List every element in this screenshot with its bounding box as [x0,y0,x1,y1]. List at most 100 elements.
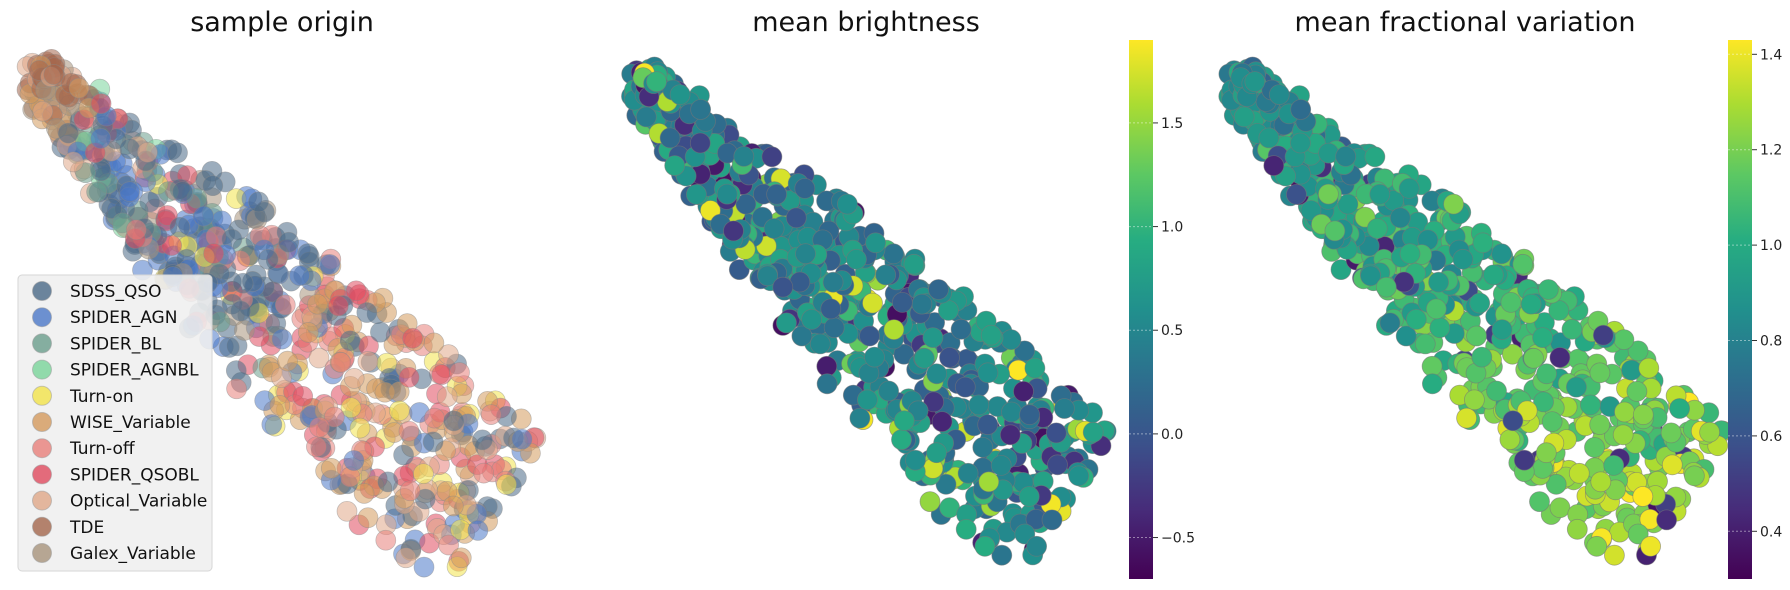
scatter-point [480,404,502,425]
scatter-point [1541,411,1563,433]
scatter-point [791,325,813,347]
scatter-point [1263,155,1285,177]
scatter-point [327,295,349,317]
scatter-point [1082,421,1104,443]
scatter-point [473,462,495,484]
scatter-point [1684,465,1705,487]
scatter-point [1499,429,1521,451]
scatter-point [761,146,783,168]
scatter-point [1244,71,1266,92]
scatter-point [977,414,999,436]
scatter-point [763,218,785,239]
scatter-point [203,243,224,264]
colorbar-tick-label: 0.6 [1760,429,1782,445]
scatter-point [1024,357,1046,379]
scatter-point [1502,410,1524,432]
scatter-point [1568,462,1590,484]
scatter-point [472,429,493,451]
scatter-point [690,99,711,120]
scatter-point [274,294,296,316]
scatter-point [1533,391,1554,413]
scatter-point [1532,327,1553,349]
scatter-point [1395,325,1417,347]
scatter-point [248,191,269,213]
scatter-point [794,177,816,199]
scatter-point [1549,497,1571,519]
scatter-point [57,122,79,144]
scatter-point [330,352,352,373]
scatter-point [1486,380,1507,402]
scatter-point [883,243,904,265]
legend-marker [32,359,52,380]
scatter-point [1586,535,1608,557]
legend-marker [32,516,52,537]
scatter-point [766,183,787,205]
scatter-points-mean-brightness [621,56,1117,566]
scatter-point [375,529,397,551]
panel-sample-origin: sample origin SDSS_QSO SPIDER_AGN SPIDER_B… [16,7,547,578]
scatter-point [1324,220,1346,242]
scatter-point [926,442,947,464]
scatter-point [1604,544,1625,566]
scatter-point [919,491,941,513]
scatter-point [339,330,361,352]
scatter-point [1612,424,1634,446]
scatter-point [1512,253,1534,275]
scatter-point [309,416,330,438]
scatter-point [923,391,945,413]
scatter-point [269,395,291,416]
scatter-point [1627,340,1649,362]
legend-label: SDSS_QSO [70,282,162,302]
scatter-point [218,337,240,358]
scatter-point [161,235,182,256]
scatter-point [816,355,838,377]
scatter-point [1422,373,1443,395]
scatter-point [423,332,445,354]
scatter-point [795,243,816,265]
scatter-point [954,376,976,398]
legend-label: Turn-on [69,387,134,407]
scatter-point [292,385,314,407]
scatter-point [757,265,778,287]
scatter-point [496,474,517,495]
scatter-point [1393,271,1415,293]
scatter-point [511,428,533,450]
scatter-point [226,378,247,400]
legend-label: SPIDER_QSOBL [70,465,199,485]
scatter-point [169,216,191,238]
scatter-point [1502,343,1523,365]
scatter-point [413,556,435,578]
scatter-point [1584,436,1605,458]
scatter-point [289,265,310,286]
scatter-point [857,389,878,411]
scatter-point [1535,442,1557,464]
scatter-point [822,271,844,293]
scatter-point [1452,248,1474,270]
scatter-point [1018,486,1040,507]
scatter-point [431,364,453,385]
scatter-point [172,181,193,203]
scatter-point [977,362,999,384]
scatter-point [1491,319,1513,341]
scatter-point [402,327,423,349]
scatter-point [297,243,319,264]
scatter-point [438,344,459,365]
scatter-point [1330,259,1352,281]
scatter-point [1613,329,1635,351]
legend-label: Galex_Variable [70,544,196,564]
scatter-point [935,473,957,495]
scatter-point [422,431,444,453]
scatter-point [1379,312,1401,334]
scatter-point [277,350,298,372]
scatter-point [1699,421,1720,443]
scatter-point [340,397,362,419]
scatter-point [922,327,944,349]
scatter-point [413,463,434,485]
scatter-point [1335,145,1357,167]
scatter-point [232,272,254,294]
scatter-point [1580,394,1601,416]
scatter-point [1464,389,1485,411]
scatter-point [968,394,990,416]
scatter-point [353,483,375,504]
legend-frame [17,274,213,572]
